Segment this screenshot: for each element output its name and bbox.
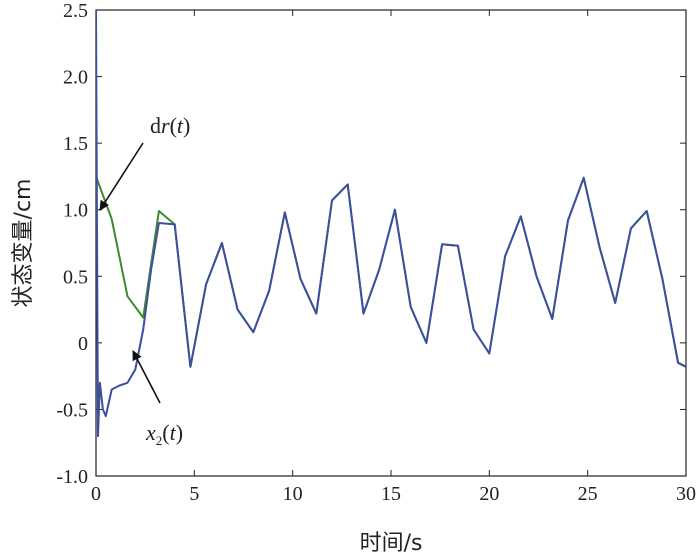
dr-annotation-label: dr(t): [150, 113, 190, 138]
x-axis-title: 时间/s: [360, 531, 423, 556]
x2-annotation-sub: 2: [156, 433, 163, 448]
dr-annotation-arrow: [99, 142, 144, 211]
x2-annotation-arrow: [132, 350, 161, 404]
x2-annotation-x: x: [145, 420, 156, 445]
y-tick-label: 2.5: [63, 0, 88, 22]
y-tick-label: 1.0: [63, 200, 88, 222]
y-tick-label: 0: [78, 333, 88, 355]
x2-annotation-close: ): [176, 420, 183, 445]
y-tick-label: 1.5: [63, 133, 88, 155]
dr-annotation-r: r: [161, 113, 170, 138]
x-tick-label: 25: [578, 483, 598, 505]
series-line-1: [96, 176, 686, 368]
y-axis-title: 状态变量/cm: [11, 179, 36, 308]
dr-annotation-close: ): [183, 113, 190, 138]
y-tick-label: -0.5: [56, 399, 88, 421]
x-tick-label: 30: [676, 483, 696, 505]
x2-annotation-t: t: [170, 420, 177, 445]
series-layer: [96, 10, 686, 438]
x-tick-label: 0: [91, 483, 101, 505]
y-axis-ticks: -1.0 -0.5 0 0.5 1.0 1.5 2.0 2.5: [56, 0, 686, 488]
y-tick-label: 2.0: [63, 67, 88, 89]
dr-annotation-open: (: [170, 113, 177, 138]
x-tick-label: 5: [189, 483, 199, 505]
dr-annotation-t: t: [177, 113, 184, 138]
y-tick-label: -1.0: [56, 466, 88, 488]
x-tick-label: 20: [479, 483, 499, 505]
x-tick-label: 15: [381, 483, 401, 505]
x2-annotation-label: x2(t): [145, 420, 183, 448]
x-axis-ticks: 0 5 10 15 20 25 30: [91, 10, 696, 505]
series-line-2: [96, 10, 686, 438]
dr-annotation-d: d: [150, 113, 161, 138]
x-tick-label: 10: [283, 483, 303, 505]
y-tick-label: 0.5: [63, 266, 88, 288]
plot-frame: [95, 9, 687, 477]
x2-annotation-open: (: [162, 420, 169, 445]
